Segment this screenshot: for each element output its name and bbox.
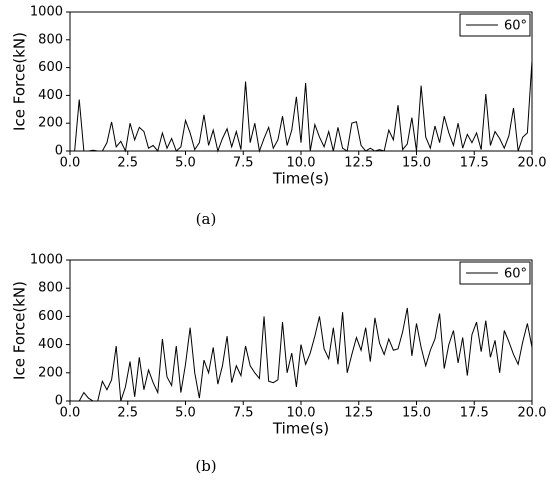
x-tick-label: 12.5 [344, 156, 373, 171]
x-tick-label: 2.5 [117, 156, 138, 171]
data-line [70, 60, 533, 153]
legend-label: 60° [504, 267, 527, 282]
x-axis-title: Time(s) [272, 420, 329, 438]
caption: (b) [195, 457, 216, 475]
y-tick-label: 1000 [30, 253, 63, 268]
data-line [78, 307, 533, 402]
y-tick-label: 0 [55, 394, 63, 409]
y-tick-label: 800 [38, 281, 63, 296]
x-tick-label: 7.5 [233, 406, 254, 421]
x-tick-label: 12.5 [344, 406, 373, 421]
x-tick-label: 15.0 [402, 156, 431, 171]
y-tick-label: 400 [38, 88, 63, 103]
y-tick-label: 0 [55, 144, 63, 159]
x-tick-label: 20.0 [518, 156, 547, 171]
x-tick-label: 15.0 [402, 406, 431, 421]
y-tick-label: 200 [38, 365, 63, 380]
y-tick-label: 800 [38, 32, 63, 47]
x-tick-label: 2.5 [117, 406, 138, 421]
y-tick-label: 1000 [30, 5, 63, 20]
y-axis-title: Ice Force(kN) [11, 281, 29, 380]
caption: (a) [196, 210, 217, 228]
x-axis-title: Time(s) [272, 170, 329, 188]
x-tick-label: 10.0 [287, 156, 316, 171]
y-tick-label: 600 [38, 60, 63, 75]
y-tick-label: 400 [38, 337, 63, 352]
legend-label: 60° [504, 19, 527, 34]
y-tick-label: 600 [38, 309, 63, 324]
x-tick-label: 5.0 [175, 156, 196, 171]
x-tick-label: 20.0 [518, 406, 547, 421]
y-axis-title: Ice Force(kN) [11, 32, 29, 131]
x-tick-label: 0.0 [60, 156, 81, 171]
x-tick-label: 17.5 [460, 406, 489, 421]
y-tick-label: 200 [38, 116, 63, 131]
x-tick-label: 7.5 [233, 156, 254, 171]
x-tick-label: 5.0 [175, 406, 196, 421]
x-tick-label: 0.0 [60, 406, 81, 421]
x-tick-label: 10.0 [287, 406, 316, 421]
x-tick-label: 17.5 [460, 156, 489, 171]
